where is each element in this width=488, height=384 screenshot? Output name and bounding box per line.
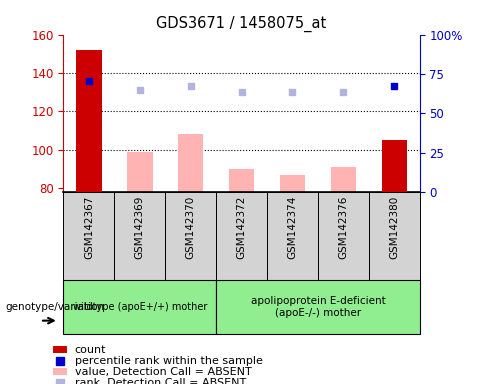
Text: value, Detection Call = ABSENT: value, Detection Call = ABSENT: [75, 367, 251, 377]
Text: GSM142372: GSM142372: [237, 195, 246, 259]
Text: percentile rank within the sample: percentile rank within the sample: [75, 356, 263, 366]
Text: GSM142369: GSM142369: [135, 195, 145, 259]
Title: GDS3671 / 1458075_at: GDS3671 / 1458075_at: [157, 16, 326, 32]
Bar: [216, 280, 420, 334]
Text: GSM142376: GSM142376: [338, 195, 348, 259]
Text: wildtype (apoE+/+) mother: wildtype (apoE+/+) mother: [73, 302, 207, 312]
Bar: [76, 50, 102, 192]
Text: apolipoprotein E-deficient
(apoE-/-) mother: apolipoprotein E-deficient (apoE-/-) mot…: [250, 296, 385, 318]
Bar: [331, 167, 356, 192]
Bar: [267, 192, 318, 280]
Bar: [63, 280, 216, 334]
Bar: [165, 192, 216, 280]
Bar: [53, 368, 67, 375]
Text: genotype/variation: genotype/variation: [5, 302, 104, 312]
Bar: [382, 140, 407, 192]
Bar: [53, 346, 67, 353]
Text: count: count: [75, 345, 106, 355]
Bar: [318, 192, 369, 280]
Bar: [216, 192, 267, 280]
Text: GSM142380: GSM142380: [389, 195, 399, 259]
Bar: [229, 169, 254, 192]
Bar: [369, 192, 420, 280]
Text: GSM142374: GSM142374: [287, 195, 298, 259]
Bar: [178, 134, 203, 192]
Text: GSM142367: GSM142367: [84, 195, 94, 259]
Bar: [63, 192, 114, 280]
Bar: [127, 152, 152, 192]
Bar: [114, 192, 165, 280]
Bar: [280, 175, 305, 192]
Text: rank, Detection Call = ABSENT: rank, Detection Call = ABSENT: [75, 378, 246, 384]
Text: GSM142370: GSM142370: [185, 195, 196, 259]
